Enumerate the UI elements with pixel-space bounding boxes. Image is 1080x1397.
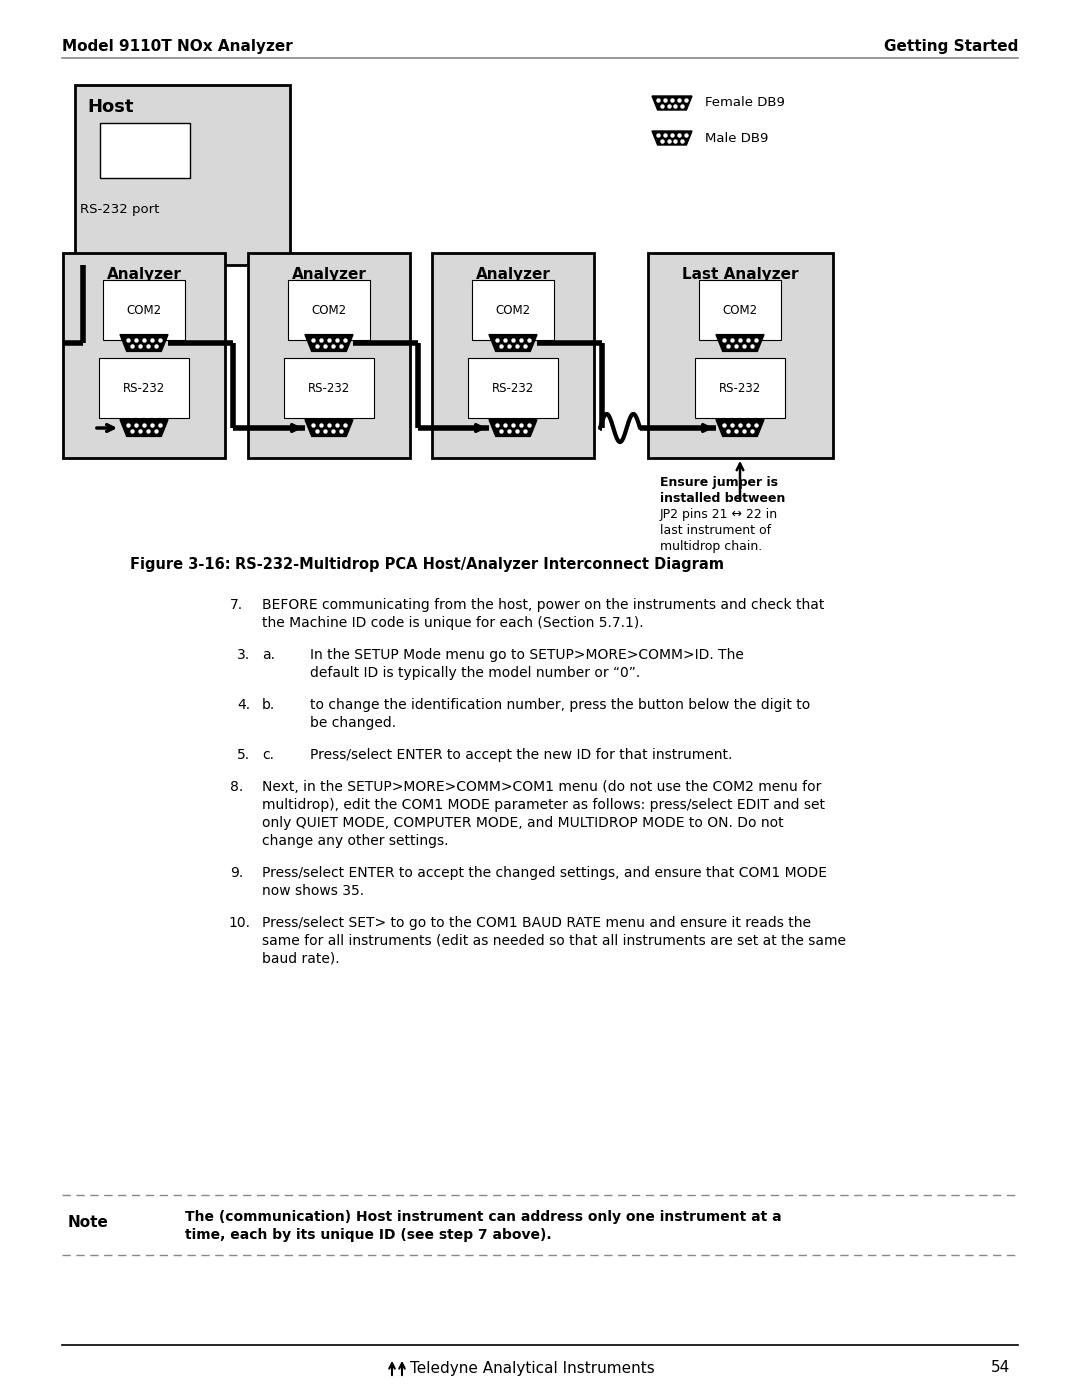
Text: same for all instruments (edit as needed so that all instruments are set at the : same for all instruments (edit as needed… bbox=[262, 935, 846, 949]
Text: BEFORE communicating from the host, power on the instruments and check that: BEFORE communicating from the host, powe… bbox=[262, 598, 824, 612]
Text: b.: b. bbox=[262, 698, 275, 712]
Polygon shape bbox=[716, 419, 764, 436]
Text: 3.: 3. bbox=[237, 648, 251, 662]
Text: Figure 3-16:: Figure 3-16: bbox=[130, 557, 231, 571]
Text: COM2: COM2 bbox=[723, 303, 757, 317]
Text: Analyzer: Analyzer bbox=[475, 267, 551, 282]
Text: 5.: 5. bbox=[237, 747, 251, 761]
Text: Next, in the SETUP>MORE>COMM>COM1 menu (do not use the COM2 menu for: Next, in the SETUP>MORE>COMM>COM1 menu (… bbox=[262, 780, 822, 793]
Polygon shape bbox=[489, 335, 537, 352]
Text: COM2: COM2 bbox=[496, 303, 530, 317]
Text: change any other settings.: change any other settings. bbox=[262, 834, 448, 848]
Text: COM2: COM2 bbox=[311, 303, 347, 317]
Text: 4.: 4. bbox=[237, 698, 251, 712]
Polygon shape bbox=[120, 335, 168, 352]
Bar bbox=[75, 85, 291, 265]
Text: Note: Note bbox=[68, 1215, 109, 1229]
Text: 8.: 8. bbox=[230, 780, 243, 793]
Text: installed between: installed between bbox=[660, 492, 785, 504]
Polygon shape bbox=[716, 335, 764, 352]
Text: last instrument of: last instrument of bbox=[660, 524, 771, 536]
Text: only QUIET MODE, COMPUTER MODE, and MULTIDROP MODE to ON. Do not: only QUIET MODE, COMPUTER MODE, and MULT… bbox=[262, 816, 784, 830]
Text: Press/select SET> to go to the COM1 BAUD RATE menu and ensure it reads the: Press/select SET> to go to the COM1 BAUD… bbox=[262, 916, 811, 930]
Text: now shows 35.: now shows 35. bbox=[262, 884, 364, 898]
Text: JP2 pins 21 ↔ 22 in: JP2 pins 21 ↔ 22 in bbox=[660, 509, 778, 521]
Polygon shape bbox=[305, 335, 353, 352]
Bar bbox=[248, 253, 410, 458]
Text: In the SETUP Mode menu go to SETUP>MORE>COMM>ID. The: In the SETUP Mode menu go to SETUP>MORE>… bbox=[310, 648, 744, 662]
Bar bbox=[63, 253, 225, 458]
Text: Ensure jumper is: Ensure jumper is bbox=[660, 476, 778, 489]
Text: RS-232: RS-232 bbox=[719, 381, 761, 394]
Text: the Machine ID code is unique for each (Section 5.7.1).: the Machine ID code is unique for each (… bbox=[262, 616, 644, 630]
Text: Teledyne Analytical Instruments: Teledyne Analytical Instruments bbox=[410, 1361, 654, 1376]
Polygon shape bbox=[652, 131, 692, 145]
Text: Female DB9: Female DB9 bbox=[705, 96, 785, 109]
Text: multidrop), edit the COM1 MODE parameter as follows: press/select EDIT and set: multidrop), edit the COM1 MODE parameter… bbox=[262, 798, 825, 812]
Text: time, each by its unique ID (see step 7 above).: time, each by its unique ID (see step 7 … bbox=[185, 1228, 552, 1242]
Text: 54: 54 bbox=[990, 1361, 1010, 1376]
Polygon shape bbox=[120, 419, 168, 436]
Text: Male DB9: Male DB9 bbox=[705, 131, 768, 144]
Text: Press/select ENTER to accept the new ID for that instrument.: Press/select ENTER to accept the new ID … bbox=[310, 747, 732, 761]
Text: Last Analyzer: Last Analyzer bbox=[681, 267, 798, 282]
Text: Getting Started: Getting Started bbox=[883, 39, 1018, 54]
Text: RS-232: RS-232 bbox=[123, 381, 165, 394]
Text: default ID is typically the model number or “0”.: default ID is typically the model number… bbox=[310, 666, 640, 680]
Bar bbox=[100, 123, 190, 177]
Polygon shape bbox=[305, 419, 353, 436]
Bar bbox=[432, 253, 594, 458]
Text: Host: Host bbox=[87, 98, 134, 116]
Text: to change the identification number, press the button below the digit to: to change the identification number, pre… bbox=[310, 698, 810, 712]
Text: RS-232: RS-232 bbox=[491, 381, 535, 394]
Text: be changed.: be changed. bbox=[310, 717, 396, 731]
Polygon shape bbox=[652, 96, 692, 110]
Text: Analyzer: Analyzer bbox=[107, 267, 181, 282]
Text: Press/select ENTER to accept the changed settings, and ensure that COM1 MODE: Press/select ENTER to accept the changed… bbox=[262, 866, 827, 880]
Text: Analyzer: Analyzer bbox=[292, 267, 366, 282]
Text: baud rate).: baud rate). bbox=[262, 951, 339, 965]
Text: COM2: COM2 bbox=[126, 303, 162, 317]
Text: RS-232: RS-232 bbox=[308, 381, 350, 394]
Polygon shape bbox=[489, 419, 537, 436]
Text: RS-232-Multidrop PCA Host/Analyzer Interconnect Diagram: RS-232-Multidrop PCA Host/Analyzer Inter… bbox=[235, 557, 724, 571]
Text: RS-232 port: RS-232 port bbox=[80, 204, 160, 217]
Text: Model 9110T NOx Analyzer: Model 9110T NOx Analyzer bbox=[62, 39, 293, 54]
Bar bbox=[648, 253, 833, 458]
Text: c.: c. bbox=[262, 747, 274, 761]
Text: a.: a. bbox=[262, 648, 275, 662]
Text: 10.: 10. bbox=[228, 916, 249, 930]
Text: The (communication) Host instrument can address only one instrument at a: The (communication) Host instrument can … bbox=[185, 1210, 782, 1224]
Text: multidrop chain.: multidrop chain. bbox=[660, 541, 762, 553]
Text: 7.: 7. bbox=[230, 598, 243, 612]
Text: 9.: 9. bbox=[230, 866, 243, 880]
